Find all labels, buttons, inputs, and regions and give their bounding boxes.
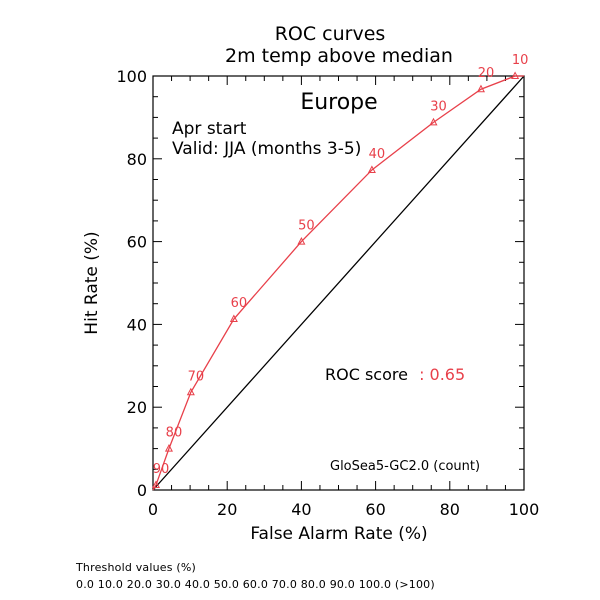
x-tick-label: 0 bbox=[148, 500, 158, 519]
y-tick-label: 100 bbox=[116, 67, 147, 86]
chart-title: ROC curves bbox=[275, 23, 386, 45]
x-tick-label: 20 bbox=[217, 500, 237, 519]
roc-curve-line bbox=[152, 75, 524, 491]
threshold-point-label: 80 bbox=[166, 426, 183, 441]
x-axis-label: False Alarm Rate (%) bbox=[250, 524, 427, 544]
no-skill-diagonal bbox=[152, 75, 525, 491]
roc-point-marker bbox=[186, 387, 195, 396]
roc-point-marker bbox=[511, 71, 520, 79]
x-tick-labels: 0 20 40 60 80 100 bbox=[148, 500, 539, 519]
threshold-point-label: 70 bbox=[188, 369, 205, 384]
roc-score: ROC score : 0.65 bbox=[325, 365, 465, 384]
threshold-point-label: 10 bbox=[512, 53, 529, 68]
roc-series: 90 80 70 60 50 40 30 20 10 bbox=[151, 53, 529, 491]
roc-point-marker bbox=[297, 237, 306, 245]
model-label: GloSea5-GC2.0 (count) bbox=[330, 459, 480, 474]
threshold-point-label: 20 bbox=[478, 66, 495, 81]
x-tick-label: 40 bbox=[291, 500, 311, 519]
threshold-title: Threshold values (%) bbox=[76, 561, 197, 574]
threshold-point-label: 90 bbox=[153, 462, 170, 477]
roc-score-value: : 0.65 bbox=[419, 365, 465, 384]
info-start: Apr start bbox=[172, 119, 247, 139]
info-valid: Valid: JJA (months 3-5) bbox=[172, 139, 361, 159]
y-tick-label: 20 bbox=[127, 398, 147, 417]
y-tick-label: 60 bbox=[127, 233, 147, 252]
roc-point-marker bbox=[151, 480, 161, 489]
chart-subtitle: 2m temp above median bbox=[225, 45, 453, 67]
region-label: Europe bbox=[300, 90, 377, 115]
threshold-point-label: 40 bbox=[369, 147, 386, 162]
y-tick-label: 80 bbox=[127, 150, 147, 169]
threshold-point-label: 60 bbox=[231, 296, 248, 311]
roc-point-marker bbox=[367, 165, 376, 173]
roc-score-label: ROC score bbox=[325, 365, 408, 384]
x-tick-label: 60 bbox=[365, 500, 385, 519]
threshold-point-label: 30 bbox=[430, 99, 447, 114]
y-tick-label: 0 bbox=[137, 481, 147, 500]
x-tick-label: 100 bbox=[509, 500, 540, 519]
y-tick-labels: 0 20 40 60 80 100 bbox=[116, 67, 147, 500]
axis-ticks bbox=[152, 75, 525, 491]
y-axis-label: Hit Rate (%) bbox=[82, 231, 102, 334]
roc-point-marker bbox=[429, 117, 438, 126]
roc-point-marker bbox=[229, 314, 238, 323]
y-tick-label: 40 bbox=[127, 315, 147, 334]
x-tick-label: 80 bbox=[440, 500, 460, 519]
threshold-values: 0.0 10.0 20.0 30.0 40.0 50.0 60.0 70.0 8… bbox=[76, 578, 435, 591]
roc-point-marker bbox=[476, 84, 485, 93]
roc-point-marker bbox=[164, 444, 173, 452]
threshold-point-label: 50 bbox=[298, 219, 315, 234]
